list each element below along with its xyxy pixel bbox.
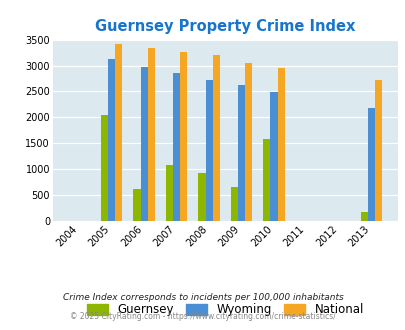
Bar: [198, 173, 205, 221]
Bar: [180, 51, 187, 221]
Bar: [263, 139, 270, 221]
Bar: [115, 44, 122, 221]
Bar: [245, 63, 252, 221]
Bar: [147, 48, 154, 221]
Bar: [101, 115, 108, 221]
Bar: [237, 85, 245, 221]
Bar: [277, 68, 284, 221]
Title: Guernsey Property Crime Index: Guernsey Property Crime Index: [95, 19, 355, 34]
Text: © 2025 CityRating.com - https://www.cityrating.com/crime-statistics/: © 2025 CityRating.com - https://www.city…: [70, 312, 335, 321]
Bar: [212, 55, 219, 221]
Bar: [173, 73, 180, 221]
Bar: [108, 59, 115, 221]
Bar: [374, 80, 381, 221]
Bar: [133, 189, 140, 221]
Legend: Guernsey, Wyoming, National: Guernsey, Wyoming, National: [87, 303, 363, 316]
Bar: [230, 187, 237, 221]
Bar: [367, 108, 374, 221]
Bar: [166, 165, 173, 221]
Text: Crime Index corresponds to incidents per 100,000 inhabitants: Crime Index corresponds to incidents per…: [62, 292, 343, 302]
Bar: [140, 67, 147, 221]
Bar: [205, 80, 212, 221]
Bar: [270, 92, 277, 221]
Bar: [360, 212, 367, 221]
